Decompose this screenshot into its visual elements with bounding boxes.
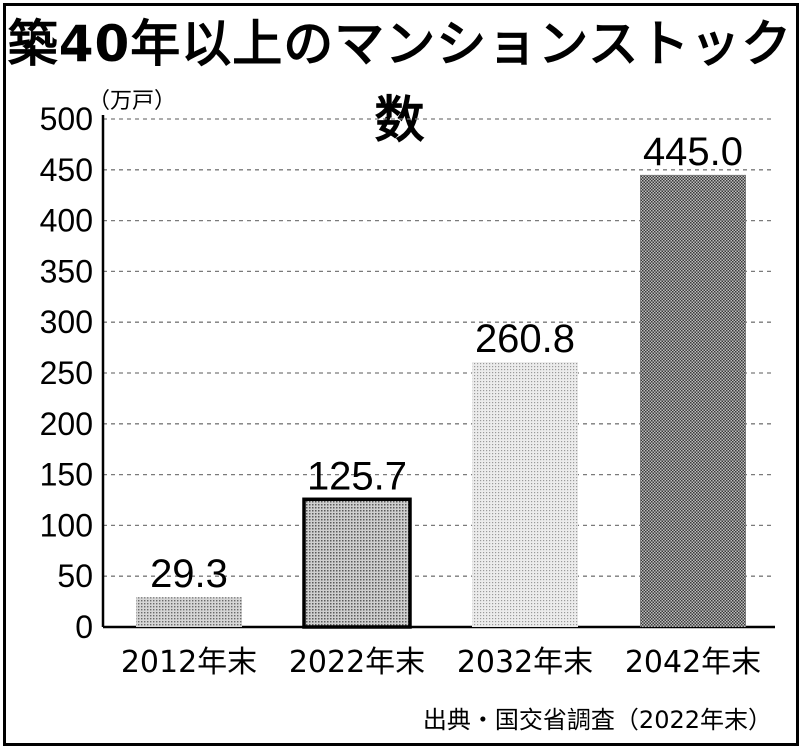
y-tick-label: 0 [75,609,93,645]
value-label: 260.8 [475,317,575,361]
x-tick-label: 2012年末 [121,645,257,680]
y-tick-label: 300 [40,304,93,340]
value-label: 445.0 [643,130,743,174]
chart-title: 築40年以上のマンションストック数 [7,15,793,149]
value-labels: 29.3 125.7 260.8 445.0 [150,130,743,596]
x-tick-label: 2042年末 [625,645,761,680]
x-tick-label: 2022年末 [289,645,425,680]
bars [136,174,746,629]
y-axis-unit-label: （万戸） [88,89,176,114]
y-tick-label: 250 [40,355,93,391]
y-tick-label: 350 [40,253,93,289]
value-label: 29.3 [150,552,228,596]
y-tick-label: 450 [40,152,93,188]
value-label: 125.7 [307,454,407,498]
y-tick-labels: 0 50 100 150 200 250 300 350 400 450 500 [40,101,93,645]
bar-2042年末 [640,174,746,627]
y-tick-label: 150 [40,457,93,493]
x-tick-labels: 2012年末 2022年末 2032年末 2042年末 [121,645,761,680]
y-tick-label: 200 [40,406,93,442]
bar-2022年末 [302,497,412,629]
bar-2032年末 [472,362,578,627]
y-tick-label: 400 [40,203,93,239]
bar-2012年末 [136,597,242,627]
x-tick-label: 2032年末 [457,645,593,680]
source-note: 出典・国交省調査（2022年末） [422,706,772,734]
y-tick-label: 50 [57,558,93,594]
y-tick-label: 500 [40,101,93,137]
y-tick-label: 100 [40,507,93,543]
